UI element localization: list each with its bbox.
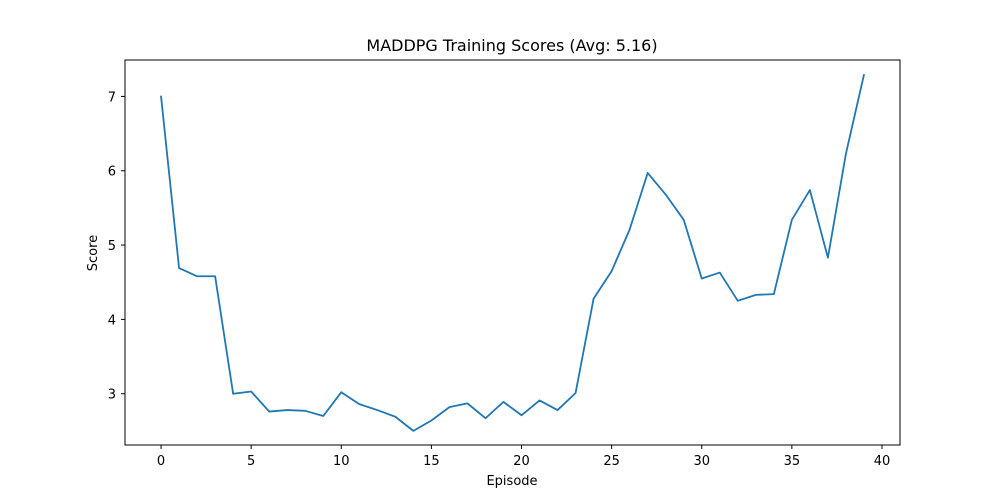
y-tick-label: 4 xyxy=(108,313,116,328)
x-tick-label: 15 xyxy=(423,454,440,469)
chart-title: MADDPG Training Scores (Avg: 5.16) xyxy=(366,36,657,55)
x-axis-label: Episode xyxy=(486,474,537,489)
score-series-line xyxy=(160,73,865,432)
x-tick-label: 0 xyxy=(157,454,165,469)
y-tick-label: 5 xyxy=(108,239,116,254)
y-axis-label: Score xyxy=(86,235,101,271)
x-axis-ticks: 0 5 10 15 20 25 30 35 40 xyxy=(157,445,890,469)
series-layer xyxy=(160,73,865,432)
x-tick-label: 25 xyxy=(603,454,620,469)
y-axis-ticks: 3 4 5 6 7 xyxy=(108,90,125,403)
y-tick-label: 7 xyxy=(108,90,116,105)
plot-area-frame xyxy=(124,59,901,446)
x-tick-label: 20 xyxy=(513,454,530,469)
x-tick-label: 40 xyxy=(874,454,891,469)
x-tick-label: 5 xyxy=(247,454,255,469)
y-tick-label: 6 xyxy=(108,165,116,180)
x-tick-label: 30 xyxy=(693,454,710,469)
x-tick-label: 35 xyxy=(784,454,801,469)
y-tick-label: 3 xyxy=(108,388,116,403)
x-tick-label: 10 xyxy=(333,454,350,469)
